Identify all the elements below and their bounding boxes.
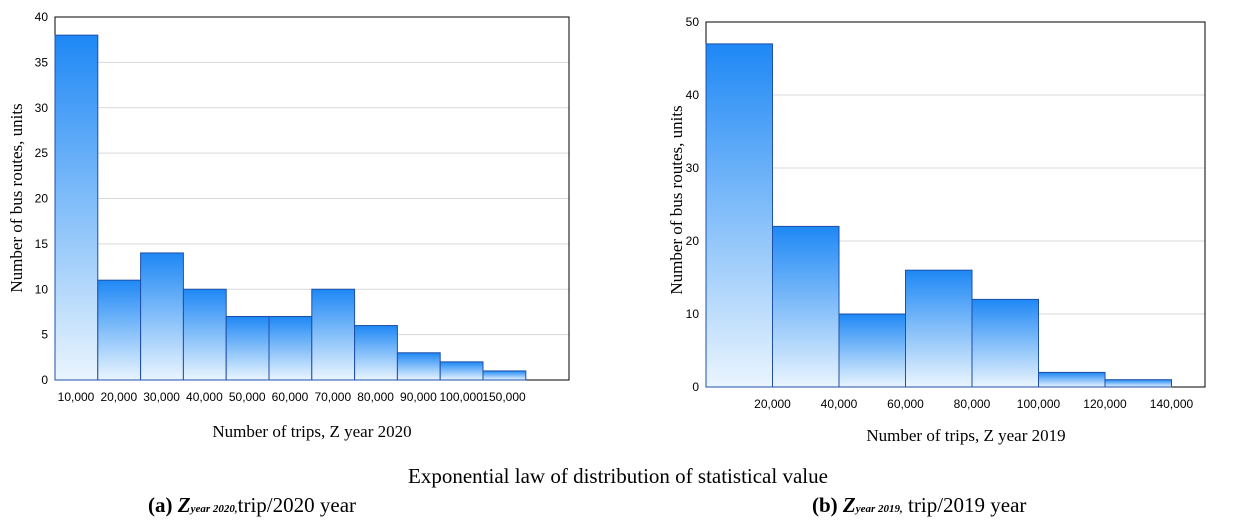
y-axis-label: Number of bus routes, units bbox=[667, 105, 686, 294]
x-tick-label: 50,000 bbox=[229, 390, 266, 404]
x-tick-label: 60,000 bbox=[272, 390, 309, 404]
subcaption-a-sub: year 2020, bbox=[190, 503, 238, 515]
x-axis-label: Number of trips, Z year 2019 bbox=[866, 426, 1065, 445]
x-tick-label: 80,000 bbox=[954, 397, 991, 411]
y-tick-label: 25 bbox=[35, 146, 49, 160]
y-tick-label: 20 bbox=[686, 234, 700, 248]
subcaption-b-var: Z bbox=[842, 493, 856, 517]
histogram-2019: 0 10 20 30 40 50 20,000 40,000 60,000 80,000 100,… bbox=[667, 15, 1206, 445]
y-tick-label: 35 bbox=[35, 55, 49, 69]
bar-100,000 bbox=[439, 361, 484, 381]
x-tick-label: 60,000 bbox=[887, 397, 924, 411]
y-tick-label: 0 bbox=[692, 380, 699, 394]
subcaption-a: (a) Zyear 2020,trip/2020 year bbox=[148, 493, 356, 518]
x-tick-label: 100,000 bbox=[440, 390, 484, 404]
y-tick-label: 0 bbox=[41, 373, 48, 387]
y-tick-labels: 0 10 20 30 40 50 bbox=[686, 15, 700, 394]
bar-60,000 bbox=[838, 313, 906, 388]
x-tick-label: 120,000 bbox=[1083, 397, 1127, 411]
y-tick-label: 50 bbox=[686, 15, 700, 29]
bar-80,000 bbox=[354, 325, 398, 381]
x-tick-label: 40,000 bbox=[186, 390, 223, 404]
subcaption-a-text: trip/2020 year bbox=[237, 493, 357, 517]
bar-10,000 bbox=[54, 34, 99, 381]
subcaption-b-label: (b) bbox=[812, 493, 838, 517]
x-tick-label: 30,000 bbox=[143, 390, 180, 404]
bar-20,000 bbox=[705, 43, 773, 388]
x-tick-label: 80,000 bbox=[357, 390, 394, 404]
bar-40,000 bbox=[772, 225, 840, 388]
x-tick-label: 40,000 bbox=[821, 397, 858, 411]
y-tick-label: 10 bbox=[686, 307, 700, 321]
y-tick-label: 40 bbox=[35, 10, 49, 24]
bar-60,000 bbox=[268, 315, 313, 381]
bar-140,000 bbox=[1104, 379, 1172, 388]
y-tick-label: 15 bbox=[35, 237, 49, 251]
bar-70,000 bbox=[311, 288, 356, 381]
x-tick-label: 150,000 bbox=[482, 390, 526, 404]
bar-20,000 bbox=[97, 279, 142, 381]
bar-90,000 bbox=[396, 352, 441, 381]
x-tick-label: 100,000 bbox=[1017, 397, 1061, 411]
bar-40,000 bbox=[182, 288, 227, 381]
subcaption-a-var: Z bbox=[177, 493, 191, 517]
bar-150,000 bbox=[482, 370, 527, 381]
x-tick-labels: 20,000 40,000 60,000 80,000 100,000 120,000 14… bbox=[754, 397, 1193, 411]
x-tick-label: 20,000 bbox=[100, 390, 137, 404]
figure-caption: Exponential law of distribution of stati… bbox=[408, 464, 828, 488]
x-tick-label: 70,000 bbox=[314, 390, 351, 404]
y-axis-label: Number of bus routes, units bbox=[7, 103, 26, 292]
bar-30,000 bbox=[140, 252, 184, 381]
subcaption-a-label: (a) bbox=[148, 493, 173, 517]
x-axis-label: Number of trips, Z year 2020 bbox=[212, 422, 411, 441]
y-tick-label: 40 bbox=[686, 88, 700, 102]
y-tick-label: 30 bbox=[35, 101, 49, 115]
y-tick-labels: 0 5 10 15 20 25 30 35 40 bbox=[35, 10, 49, 387]
subcaption-b-sub: year 2019, bbox=[855, 503, 903, 515]
subcaption-b: (b) Zyear 2019, trip/2019 year bbox=[812, 493, 1026, 518]
histogram-2020: 0 5 10 15 20 25 30 35 40 10,000 20,000 30,000 40,00… bbox=[7, 10, 570, 441]
y-tick-label: 30 bbox=[686, 161, 700, 175]
bar-50,000 bbox=[225, 315, 270, 381]
x-tick-label: 10,000 bbox=[58, 390, 95, 404]
bar-120,000 bbox=[1038, 371, 1106, 388]
subcaption-b-text: trip/2019 year bbox=[902, 493, 1027, 517]
bar-100,000 bbox=[971, 298, 1039, 388]
x-tick-label: 20,000 bbox=[754, 397, 791, 411]
x-tick-label: 90,000 bbox=[400, 390, 437, 404]
x-tick-labels: 10,000 20,000 30,000 40,000 50,000 60,000 70,0… bbox=[58, 390, 526, 404]
bars bbox=[54, 34, 527, 381]
bars bbox=[705, 43, 1172, 388]
y-tick-label: 20 bbox=[35, 192, 49, 206]
bar-80,000 bbox=[905, 269, 973, 388]
x-tick-label: 140,000 bbox=[1150, 397, 1194, 411]
y-tick-label: 5 bbox=[41, 328, 48, 342]
y-tick-label: 10 bbox=[35, 282, 49, 296]
